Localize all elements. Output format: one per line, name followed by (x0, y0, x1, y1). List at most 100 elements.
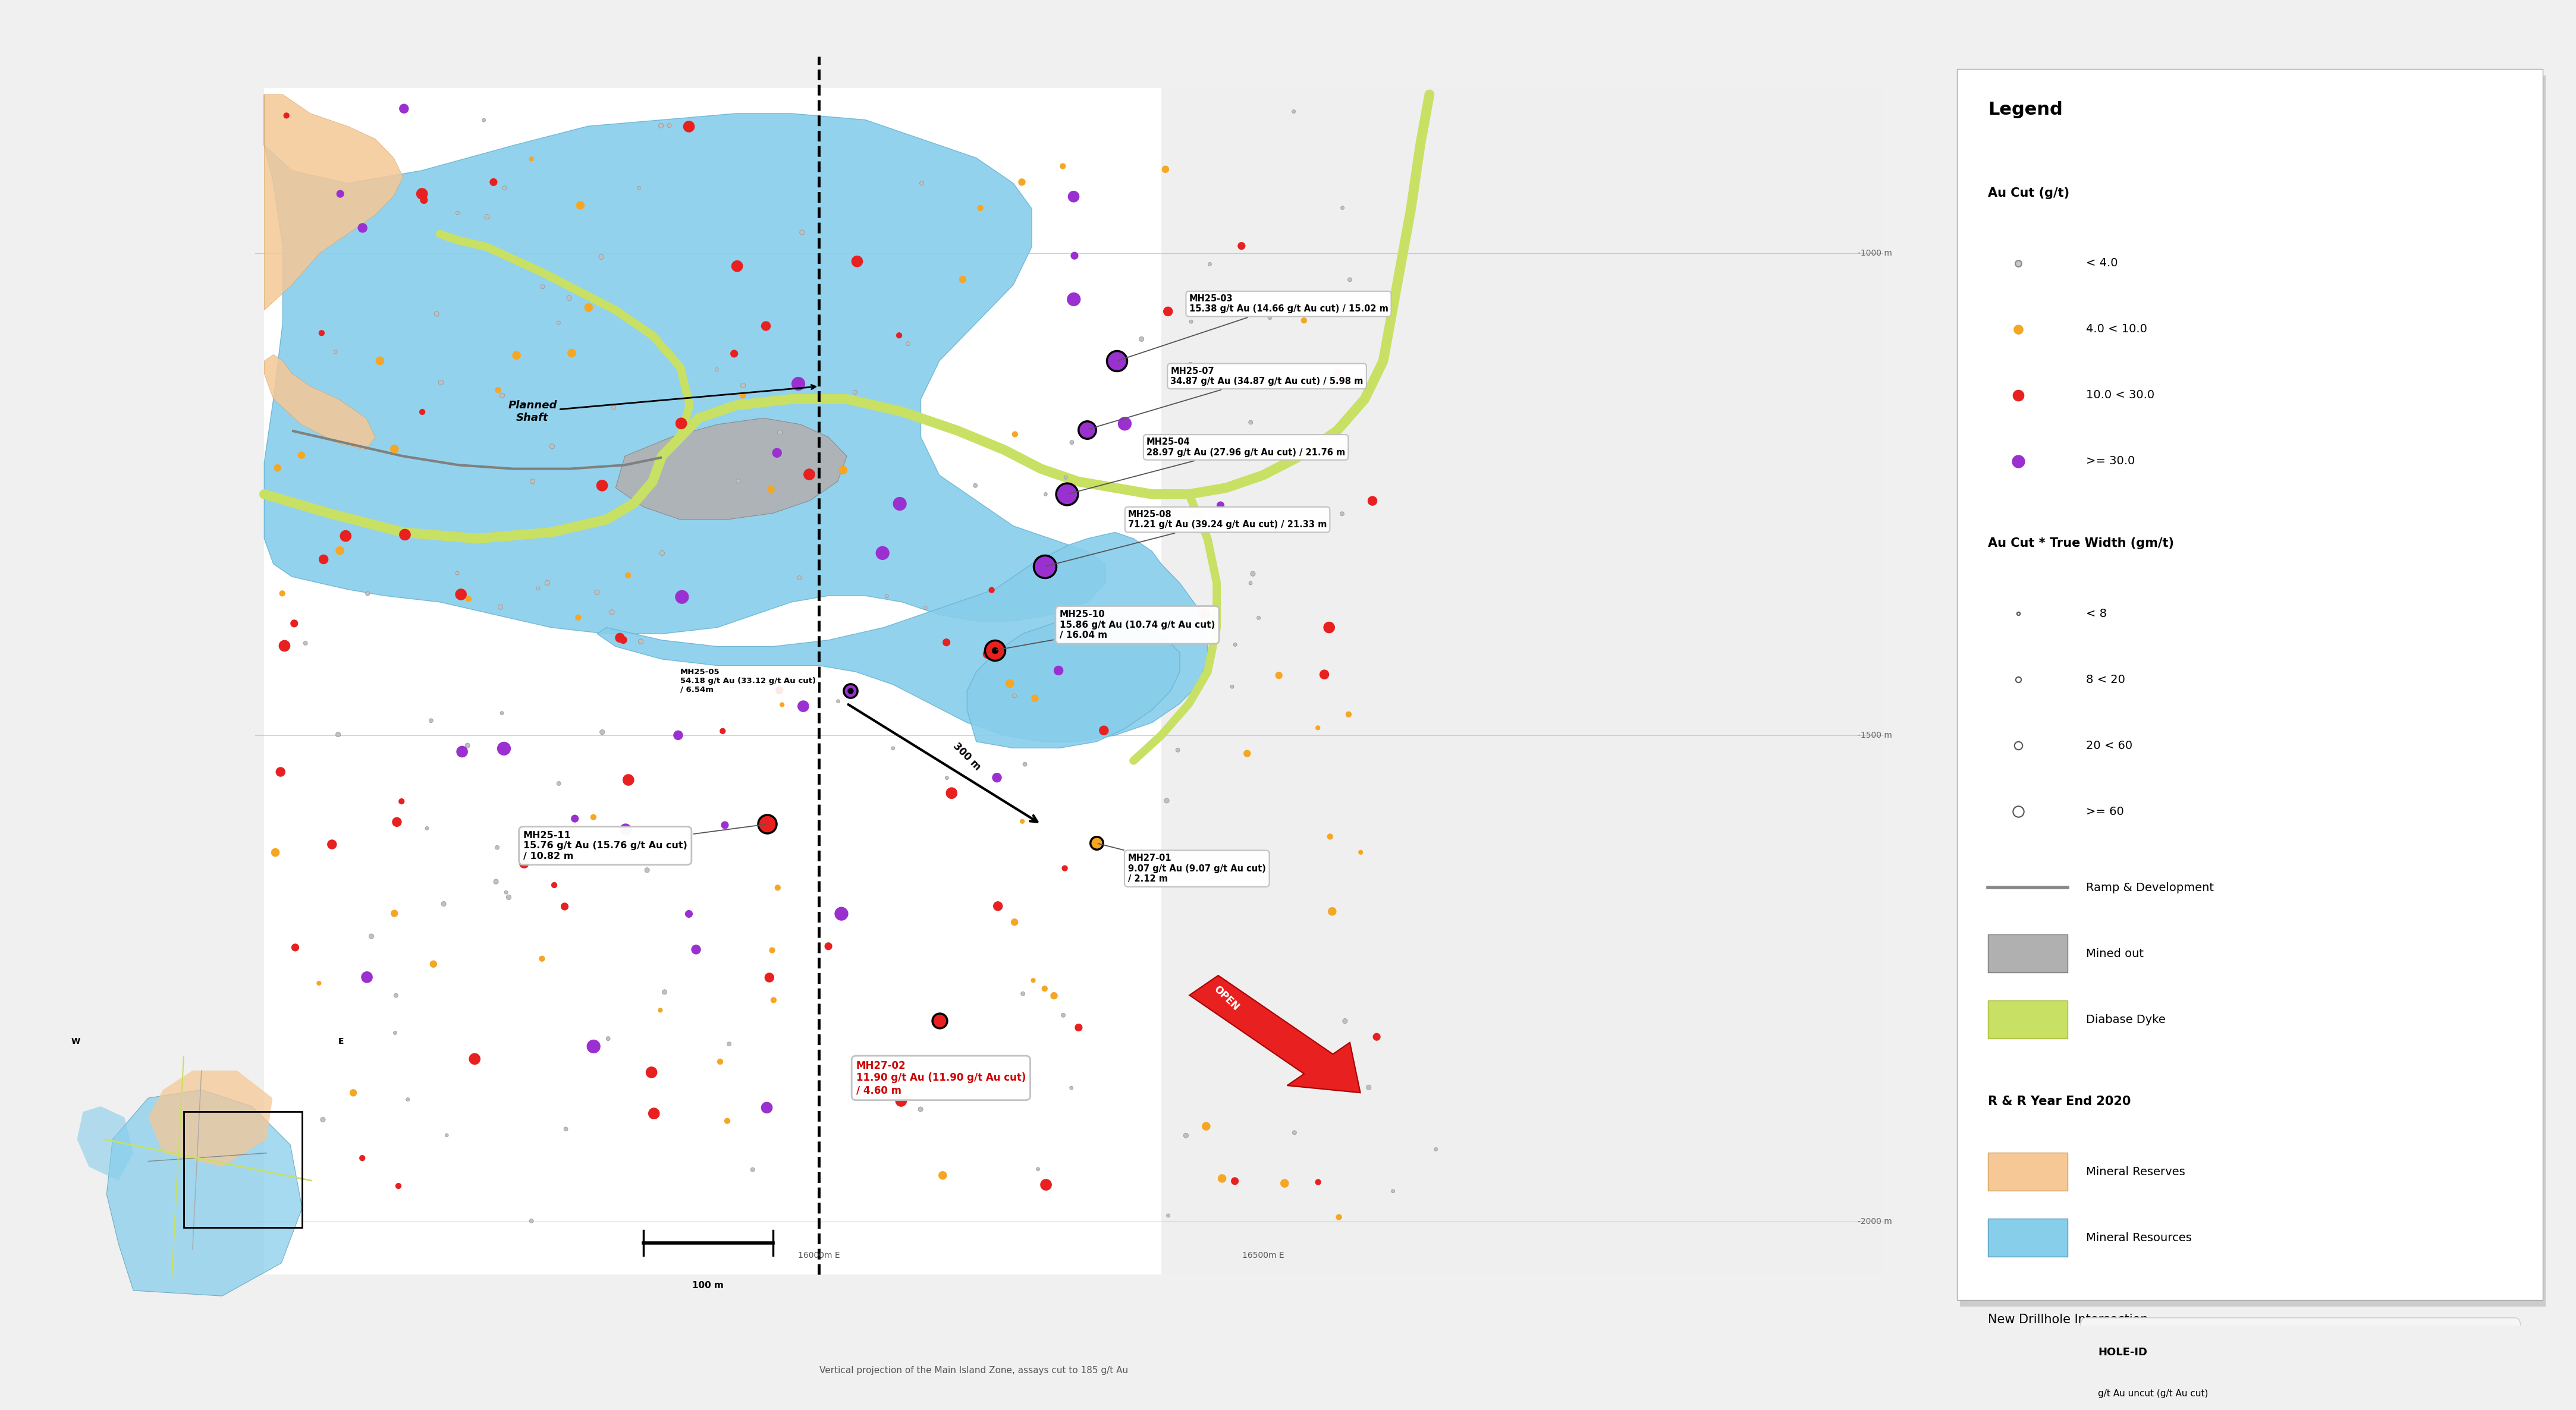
Text: R & R Year End 2020: R & R Year End 2020 (1989, 1096, 2130, 1108)
Point (255, 842, 296, 864)
Point (544, 895, 585, 918)
Point (829, 680, 871, 702)
Point (866, 585, 907, 608)
Text: MH27-02
11.90 g/t Au (11.90 g/t Au cut)
/ 4.60 m: MH27-02 11.90 g/t Au (11.90 g/t Au cut) … (855, 1060, 1025, 1096)
Point (1319, 364, 1360, 386)
Point (479, 596, 520, 619)
Point (281, 444, 322, 467)
Point (544, 839, 585, 862)
Point (425, 1124, 466, 1146)
Point (487, 885, 528, 908)
Text: MH25-04
28.97 g/t Au (27.96 g/t Au cut) / 21.76 m: MH25-04 28.97 g/t Au (27.96 g/t Au cut) … (1069, 437, 1345, 494)
Text: MH25-10
15.86 g/t Au (10.74 g/t Au cut)
/ 16.04 m: MH25-10 15.86 g/t Au (10.74 g/t Au cut) … (997, 611, 1216, 650)
Point (829, 680, 871, 702)
Point (1025, 484, 1066, 506)
Point (889, 333, 930, 355)
Point (956, 1058, 997, 1080)
Point (1190, 252, 1231, 275)
Point (1352, 489, 1394, 512)
Point (379, 1175, 420, 1197)
Point (319, 539, 361, 561)
Point (301, 321, 343, 344)
Bar (1989, 935, 2069, 973)
Point (381, 790, 422, 812)
Point (260, 760, 301, 783)
Point (1340, 840, 1381, 863)
Point (258, 457, 299, 479)
Point (384, 97, 425, 120)
Point (1321, 502, 1363, 525)
Point (675, 938, 716, 960)
Text: Mined out: Mined out (2087, 948, 2143, 959)
Point (639, 998, 680, 1021)
Point (1146, 854, 1188, 877)
Point (1257, 367, 1298, 389)
Point (402, 182, 443, 204)
Polygon shape (966, 615, 1180, 747)
Point (1309, 825, 1350, 847)
Point (567, 296, 608, 319)
Point (440, 584, 482, 606)
Point (994, 423, 1036, 446)
Point (1249, 306, 1291, 329)
Point (994, 911, 1036, 933)
Text: >= 60: >= 60 (2087, 805, 2123, 818)
Point (904, 596, 945, 619)
Point (531, 436, 572, 458)
Point (263, 635, 304, 657)
Point (1190, 987, 1231, 1010)
Point (513, 470, 554, 492)
Point (554, 808, 595, 830)
Point (1185, 1115, 1226, 1138)
Point (662, 585, 703, 608)
Point (708, 1032, 750, 1055)
Point (1239, 606, 1280, 629)
Point (1033, 984, 1074, 1007)
Point (1157, 739, 1198, 761)
Point (1414, 1138, 1455, 1160)
Text: -1000 m: -1000 m (1857, 250, 1891, 257)
Text: MH25-08
71.21 g/t Au (39.24 g/t Au cut) / 21.33 m: MH25-08 71.21 g/t Au (39.24 g/t Au cut) … (1046, 510, 1327, 567)
Point (484, 176, 526, 199)
Point (384, 523, 425, 546)
Point (453, 1048, 495, 1070)
Point (374, 902, 415, 925)
Point (837, 250, 878, 272)
Bar (1989, 1001, 2069, 1039)
Text: g/t Au uncut (g/t Au cut): g/t Au uncut (g/t Au cut) (2097, 1389, 2208, 1399)
Point (778, 567, 819, 589)
Polygon shape (265, 94, 1105, 635)
Text: OPEN: OPEN (1211, 984, 1242, 1012)
Point (760, 680, 801, 702)
Text: New Drillhole Intersection: New Drillhole Intersection (1989, 1314, 2148, 1325)
Point (1999, 735, 2040, 757)
Point (966, 643, 1007, 666)
Point (1043, 1004, 1084, 1026)
Point (922, 1165, 963, 1187)
Point (719, 470, 760, 492)
Point (502, 852, 544, 874)
Point (556, 606, 598, 629)
Point (1221, 234, 1262, 257)
Point (783, 695, 824, 718)
Point (1046, 467, 1087, 489)
Point (350, 925, 392, 948)
Point (1283, 309, 1324, 331)
Text: >= 30.0: >= 30.0 (2087, 455, 2136, 467)
Point (696, 358, 737, 381)
Point (752, 988, 793, 1011)
Point (649, 114, 690, 137)
Point (1025, 1173, 1066, 1196)
Point (1231, 412, 1273, 434)
Point (608, 564, 649, 587)
Point (1167, 512, 1208, 534)
Point (1265, 1172, 1306, 1194)
Point (520, 948, 562, 970)
Point (1999, 668, 2040, 691)
Text: Au Cut * True Width (gm/t): Au Cut * True Width (gm/t) (1989, 537, 2174, 550)
Point (878, 492, 920, 515)
Point (667, 116, 708, 138)
Point (466, 206, 507, 228)
Text: MH25-05
54.18 g/t Au (33.12 g/t Au cut)
/ 6.54m: MH25-05 54.18 g/t Au (33.12 g/t Au cut) … (680, 668, 817, 694)
Point (721, 385, 762, 407)
